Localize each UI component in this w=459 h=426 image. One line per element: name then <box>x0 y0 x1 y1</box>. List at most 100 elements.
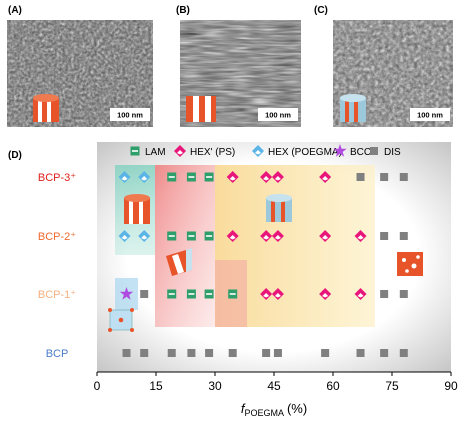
phase-point <box>228 349 237 357</box>
y-category-label: BCP <box>46 348 69 360</box>
x-symbol: f <box>241 401 246 416</box>
marker-highlight <box>357 293 364 298</box>
marker-body <box>228 349 237 357</box>
marker-body <box>262 349 271 357</box>
region-lam <box>155 165 215 327</box>
marker-body <box>380 349 389 357</box>
marker-body <box>356 349 365 357</box>
phase-point <box>380 349 389 357</box>
phase-point <box>228 289 238 299</box>
x-tick-label: 30 <box>208 379 222 393</box>
phase-point <box>167 349 176 357</box>
marker-highlight <box>322 235 329 240</box>
legend-item: HEX' (PS) <box>174 145 235 158</box>
marker-stripe <box>229 293 236 295</box>
x-tick-label: 0 <box>94 379 101 393</box>
phase-point <box>167 231 177 241</box>
phase-point <box>118 230 131 242</box>
marker-highlight <box>322 293 329 298</box>
phase-point <box>262 349 271 357</box>
marker-highlight <box>274 176 281 181</box>
phase-point <box>399 349 408 357</box>
x-tick-label: 15 <box>149 379 163 393</box>
phase-point <box>226 230 239 242</box>
marker-highlight <box>141 235 148 240</box>
phase-point <box>354 288 367 300</box>
panel-label: (D) <box>8 150 22 161</box>
legend-item: DIS <box>370 147 401 158</box>
phase-point <box>356 173 365 181</box>
phase-point <box>186 289 196 299</box>
marker-stripe <box>206 293 213 295</box>
scale-box <box>110 108 150 121</box>
legend-label: LAM <box>145 147 166 158</box>
marker-stripe <box>168 235 175 237</box>
y-category-label: BCP-2⁺ <box>38 231 76 243</box>
phase-point <box>399 290 408 298</box>
scale-box <box>258 108 298 121</box>
marker-stripe <box>206 235 213 237</box>
phase-point <box>186 172 196 182</box>
marker-body <box>380 232 389 240</box>
scale-box <box>410 108 450 121</box>
panel-label: (B) <box>176 5 190 16</box>
phase-point <box>319 230 332 242</box>
phase-point <box>354 230 367 242</box>
marker-highlight <box>263 235 270 240</box>
y-category-label: BCP-3⁺ <box>38 172 76 184</box>
x-subscript: POEGMA <box>244 408 284 418</box>
marker-highlight <box>141 176 148 181</box>
phase-point <box>140 290 149 298</box>
phase-point <box>260 171 273 183</box>
legend-item: HEX (POEGMA) <box>252 145 342 158</box>
marker-body <box>187 349 196 357</box>
phase-point <box>260 230 273 242</box>
phase-point <box>119 287 134 300</box>
marker-highlight <box>263 176 270 181</box>
legend-item: LAM <box>130 146 166 158</box>
marker-highlight <box>255 150 261 155</box>
marker-body <box>167 349 176 357</box>
marker-stripe <box>168 176 175 178</box>
phase-point <box>399 232 408 240</box>
phase-point <box>138 171 151 183</box>
tem-panel-a: (A) 100 nm <box>7 5 153 127</box>
y-category-label: BCP-1⁺ <box>38 289 76 301</box>
x-tick-label: 45 <box>267 379 281 393</box>
panel-label: (A) <box>8 5 22 16</box>
scale-bar: 100 nm <box>417 111 443 120</box>
x-tick-label: 90 <box>444 379 458 393</box>
marker-body <box>122 349 131 357</box>
icon <box>166 248 192 276</box>
legend-item: BCC <box>333 144 371 158</box>
legend-label: BCC <box>350 147 371 158</box>
phase-point <box>186 231 196 241</box>
marker-body <box>140 290 149 298</box>
phase-point <box>271 288 284 300</box>
marker-body <box>273 349 282 357</box>
phase-point <box>271 171 284 183</box>
scale-bar: 100 nm <box>117 111 143 120</box>
marker-body <box>399 290 408 298</box>
phase-point <box>204 231 214 241</box>
x-axis-label: fPOEGMA (%) <box>241 401 307 418</box>
marker-highlight <box>274 235 281 240</box>
marker-stripe <box>206 176 213 178</box>
marker-body <box>370 147 378 155</box>
phase-point <box>122 349 131 357</box>
marker-stripe <box>188 235 195 237</box>
phase-point <box>226 171 239 183</box>
x-tick-label: 75 <box>385 379 399 393</box>
phase-point <box>273 349 282 357</box>
scale-bar: 100 nm <box>265 111 291 120</box>
phase-point <box>187 349 196 357</box>
icon <box>266 194 292 222</box>
marker-highlight <box>177 150 183 155</box>
icon <box>186 96 216 122</box>
phase-diagram: 0 15 30 45 60 75 90 BCP BCP-1⁺ BCP-2⁺ BCP-3⁺ LAM HEX… <box>38 144 458 393</box>
marker-body <box>205 349 214 357</box>
marker-highlight <box>229 176 236 181</box>
marker-body <box>380 290 389 298</box>
phase-point <box>380 173 389 181</box>
